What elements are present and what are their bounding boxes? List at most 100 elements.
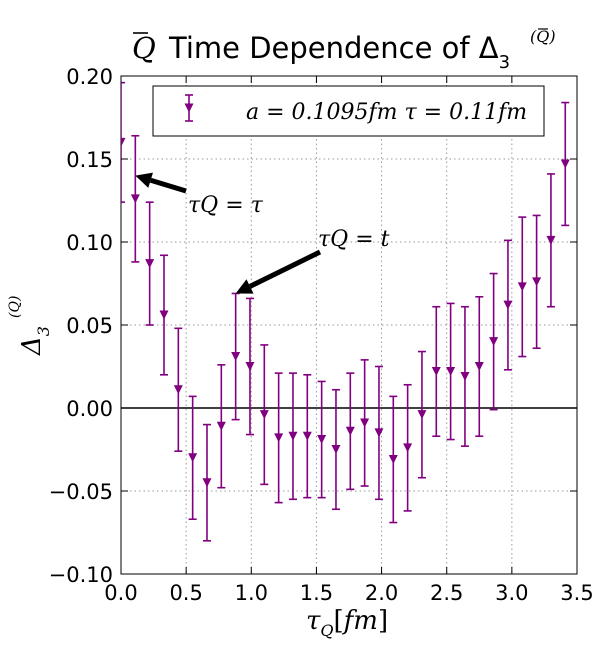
annotation-tau-q-equals-tau: τQ = τ [188, 193, 264, 218]
svg-text:Δ3: Δ3 [17, 326, 53, 356]
marker-triangle-down [560, 159, 570, 169]
svg-text:(Q): (Q) [530, 27, 556, 46]
marker-triangle-down [130, 194, 140, 204]
data-point [431, 305, 441, 438]
data-point [159, 254, 169, 376]
marker-triangle-down [173, 385, 183, 395]
y-tick-label: −0.10 [49, 563, 113, 587]
x-tick-label: 1.0 [235, 581, 268, 605]
svg-text:τQ[fm]: τQ[fm] [306, 606, 388, 640]
annotation-tau-q-equals-t: τQ = t [318, 227, 390, 252]
marker-triangle-down [517, 282, 527, 292]
x-tick-label: 0.0 [104, 581, 137, 605]
marker-triangle-down [446, 366, 456, 376]
x-tick-label: 3.5 [560, 581, 593, 605]
marker-triangle-down [302, 431, 312, 441]
marker-triangle-down [417, 410, 427, 420]
data-point [145, 201, 155, 326]
data-point [503, 239, 513, 371]
x-tick-label: 0.5 [169, 581, 202, 605]
y-tick-label: 0.10 [66, 231, 113, 255]
data-point [532, 214, 542, 350]
marker-triangle-down [546, 235, 556, 245]
marker-triangle-down [288, 431, 298, 441]
svg-text:Q Time Dependence of Δ3: Q Time Dependence of Δ3 [132, 31, 510, 73]
data-point [188, 395, 198, 521]
data-point [259, 344, 269, 486]
arrow-head [235, 279, 254, 294]
marker-triangle-down [503, 300, 513, 310]
marker-triangle-down [188, 453, 198, 463]
data-point [245, 297, 255, 436]
marker-triangle-down [331, 445, 341, 454]
x-tick-label: 3.0 [495, 581, 528, 605]
x-tick-label: 2.0 [365, 581, 398, 605]
y-tick-label: −0.05 [49, 480, 113, 504]
legend-marker-triangle [184, 103, 194, 113]
data-point [130, 134, 140, 263]
x-axis-label: τQ[fm] [306, 606, 388, 640]
marker-triangle-down [431, 366, 441, 376]
marker-triangle-down [388, 454, 398, 464]
data-point [121, 81, 126, 203]
marker-triangle-down [274, 433, 284, 443]
y-tick-label: 0.05 [66, 314, 113, 338]
annotation-arrow [135, 172, 187, 194]
data-series [121, 81, 570, 542]
marker-triangle-down [145, 259, 155, 269]
x-tick-label: 1.5 [300, 581, 333, 605]
data-point [417, 350, 427, 479]
legend: a = 0.1095fm τ = 0.11fm [152, 85, 545, 137]
data-point [374, 365, 384, 501]
marker-triangle-down [474, 362, 484, 371]
marker-triangle-down [202, 478, 212, 488]
data-point [489, 272, 499, 411]
annotation-arrow [235, 249, 322, 294]
annotation-arrows [135, 172, 322, 294]
marker-triangle-down [403, 443, 413, 453]
data-point [345, 372, 355, 491]
y-axis-ticks: 0.20 0.15 0.10 0.05 0.00 −0.05 −0.10 [49, 65, 577, 587]
data-point [331, 388, 341, 511]
svg-text:τQ = τ: τQ = τ [188, 193, 264, 218]
arrow-head [135, 172, 153, 188]
data-point [403, 383, 413, 512]
data-point [474, 295, 484, 438]
data-point [216, 364, 226, 489]
data-point [546, 173, 556, 308]
data-point [202, 423, 212, 542]
marker-triangle-down [317, 435, 327, 445]
data-point [317, 380, 327, 499]
marker-triangle-down [489, 337, 499, 347]
y-tick-label: 0.15 [66, 148, 113, 172]
arrow-shaft [248, 249, 322, 289]
x-tick-label: 2.5 [430, 581, 463, 605]
data-point [302, 373, 312, 499]
marker-triangle-down [460, 371, 470, 381]
marker-triangle-down [159, 310, 169, 320]
grid [121, 76, 577, 574]
svg-text:τQ = t: τQ = t [318, 227, 390, 252]
legend-marker [184, 94, 194, 122]
y-tick-label: 0.20 [66, 65, 113, 89]
marker-triangle-down [231, 352, 241, 362]
data-point [288, 372, 298, 501]
data-point [274, 372, 284, 504]
x-axis-ticks: 0.0 0.5 1.0 1.5 2.0 2.5 3.0 3.5 [104, 76, 594, 605]
data-point [360, 359, 370, 487]
svg-text:(Q): (Q) [7, 296, 23, 318]
data-point [560, 101, 570, 227]
marker-triangle-down [121, 137, 126, 147]
y-tick-label: 0.00 [66, 397, 113, 421]
marker-triangle-down [259, 410, 269, 420]
data-point [517, 216, 527, 358]
marker-triangle-down [345, 426, 355, 436]
marker-triangle-down [374, 428, 384, 438]
data-point [173, 327, 183, 452]
data-point [446, 302, 456, 441]
data-point [460, 305, 470, 447]
marker-triangle-down [216, 421, 226, 431]
marker-triangle-down [360, 418, 370, 428]
arrow-shaft [149, 177, 187, 194]
